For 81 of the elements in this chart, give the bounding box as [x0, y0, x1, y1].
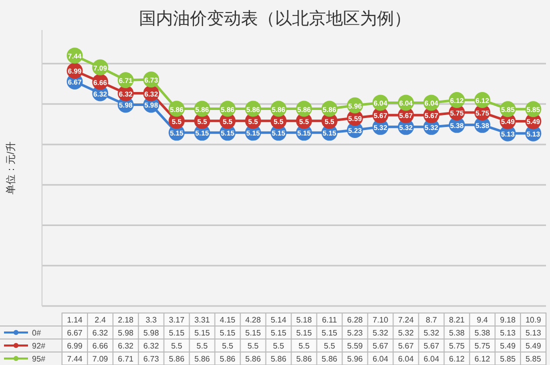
data-label: 5.85 — [525, 354, 542, 364]
data-label: 5.98 — [143, 328, 160, 338]
data-label: 5.13 — [525, 328, 542, 338]
x-tick-label: 9.18 — [500, 316, 516, 324]
x-tick-label: 3.17 — [168, 316, 185, 324]
data-label: 5.49 — [500, 342, 516, 350]
x-tick-label: 5.18 — [296, 316, 312, 324]
x-tick-label: 7.10 — [372, 316, 389, 324]
data-label: 5.86 — [296, 354, 312, 364]
x-tick-label: 3.3 — [146, 316, 158, 324]
x-tick-label: 1.14 — [66, 316, 84, 324]
data-label: 6.32 — [143, 342, 160, 350]
chart-title: 国内油价变动表（以北京地区为例） — [139, 9, 411, 28]
data-label: 6.71 — [118, 354, 134, 364]
data-label: 5.15 — [245, 328, 262, 338]
data-label: 5.5 — [298, 342, 310, 350]
legend-label: 92# — [32, 342, 46, 350]
data-label: 5.5 — [247, 342, 260, 350]
x-tick-label: 5.14 — [270, 316, 287, 324]
data-label: 5.5 — [272, 342, 285, 350]
data-label: 5.15 — [296, 328, 312, 338]
data-label: 5.85 — [500, 354, 516, 364]
data-label: 5.15 — [220, 328, 236, 338]
x-tick-label: 4.28 — [245, 316, 262, 324]
data-label: 5.59 — [347, 342, 364, 350]
x-tick-label: 7.24 — [398, 316, 414, 324]
data-label: 5.15 — [194, 328, 210, 338]
x-tick-label: 6.11 — [322, 316, 338, 324]
data-label: 6.04 — [424, 354, 440, 364]
x-tick-label: 3.31 — [194, 316, 210, 324]
data-label: 6.66 — [92, 342, 109, 350]
data-label: 5.86 — [220, 354, 236, 364]
data-label: 5.67 — [372, 342, 389, 350]
data-label: 5.86 — [194, 354, 210, 364]
data-label: 5.75 — [449, 342, 466, 350]
data-label: 6.12 — [449, 354, 466, 364]
x-tick-label: 2.18 — [118, 316, 134, 324]
x-tick-label: 8.7 — [426, 316, 438, 324]
legend-label: 95# — [32, 354, 46, 364]
data-label: 6.32 — [92, 328, 109, 338]
data-label: 5.13 — [500, 328, 516, 338]
data-label: 6.99 — [66, 342, 84, 350]
data-label: 5.75 — [474, 342, 491, 350]
data-label: 6.12 — [474, 354, 491, 364]
data-label: 5.32 — [424, 328, 440, 338]
data-label: 7.09 — [92, 354, 109, 364]
data-label: 6.04 — [398, 354, 414, 364]
legend-label: 0# — [32, 328, 42, 338]
x-tick-label: 10.9 — [525, 316, 542, 324]
data-label: 5.86 — [245, 354, 262, 364]
data-label: 5.86 — [270, 354, 287, 364]
data-label: 6.67 — [66, 328, 84, 338]
data-label: 5.38 — [474, 328, 491, 338]
data-label: 7.44 — [66, 354, 84, 364]
data-label: 6.32 — [118, 342, 134, 350]
x-tick-label: 9.4 — [476, 316, 488, 324]
data-label: 5.38 — [449, 328, 466, 338]
data-label: 5.67 — [424, 342, 440, 350]
data-label: 5.15 — [322, 328, 338, 338]
data-label: 6.73 — [143, 354, 160, 364]
x-tick-label: 8.21 — [449, 316, 466, 324]
x-tick-label: 4.15 — [220, 316, 236, 324]
x-tick-label: 6.28 — [347, 316, 364, 324]
data-label: 5.23 — [347, 328, 364, 338]
data-label: 5.5 — [324, 342, 336, 350]
data-label: 5.49 — [525, 342, 542, 350]
data-label: 5.67 — [398, 342, 414, 350]
data-label: 5.86 — [168, 354, 185, 364]
data-label: 5.96 — [347, 354, 364, 364]
data-label: 6.04 — [372, 354, 389, 364]
data-label: 5.32 — [372, 328, 389, 338]
data-label: 5.5 — [171, 342, 183, 350]
data-label: 5.32 — [398, 328, 414, 338]
data-label: 5.86 — [322, 354, 338, 364]
data-label: 5.5 — [222, 342, 234, 350]
data-label: 5.15 — [270, 328, 287, 338]
data-label: 5.15 — [168, 328, 185, 338]
data-label: 5.98 — [118, 328, 134, 338]
x-tick-label: 2.4 — [94, 316, 106, 324]
y-axis-title: 单位：元/升 — [5, 142, 17, 194]
data-label: 5.5 — [196, 342, 208, 350]
